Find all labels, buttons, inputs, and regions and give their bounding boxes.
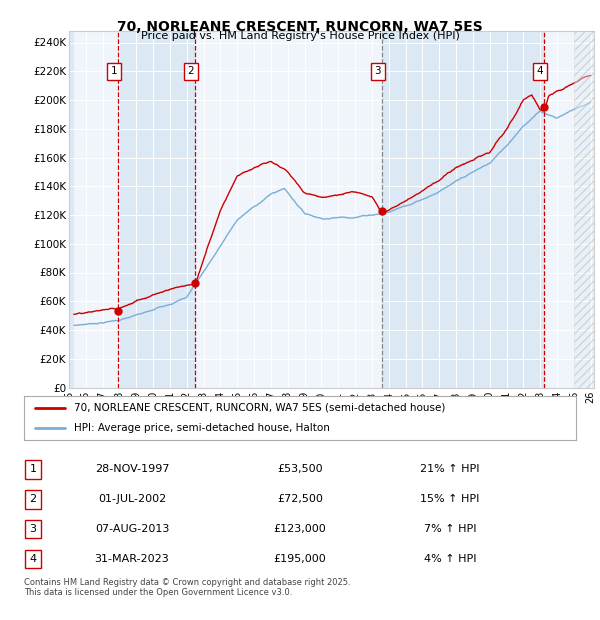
Bar — [195, 31, 382, 388]
Text: 70, NORLEANE CRESCENT, RUNCORN, WA7 5ES (semi-detached house): 70, NORLEANE CRESCENT, RUNCORN, WA7 5ES … — [74, 402, 445, 413]
Text: 2: 2 — [29, 494, 37, 504]
Bar — [574, 31, 594, 388]
Text: 15% ↑ HPI: 15% ↑ HPI — [421, 494, 479, 504]
Text: 1: 1 — [110, 66, 117, 76]
Text: 70, NORLEANE CRESCENT, RUNCORN, WA7 5ES: 70, NORLEANE CRESCENT, RUNCORN, WA7 5ES — [117, 20, 483, 34]
Bar — [382, 31, 544, 388]
Text: 28-NOV-1997: 28-NOV-1997 — [95, 464, 169, 474]
Text: Price paid vs. HM Land Registry's House Price Index (HPI): Price paid vs. HM Land Registry's House … — [140, 31, 460, 41]
Text: £123,000: £123,000 — [274, 525, 326, 534]
Text: 07-AUG-2013: 07-AUG-2013 — [95, 525, 169, 534]
Text: £53,500: £53,500 — [277, 464, 323, 474]
Text: 21% ↑ HPI: 21% ↑ HPI — [420, 464, 480, 474]
Text: 2: 2 — [188, 66, 194, 76]
Text: 3: 3 — [374, 66, 381, 76]
Text: 7% ↑ HPI: 7% ↑ HPI — [424, 525, 476, 534]
Text: 3: 3 — [29, 525, 37, 534]
Text: 4% ↑ HPI: 4% ↑ HPI — [424, 554, 476, 564]
Text: 4: 4 — [537, 66, 544, 76]
Bar — [74, 31, 118, 388]
Text: £195,000: £195,000 — [274, 554, 326, 564]
Text: Contains HM Land Registry data © Crown copyright and database right 2025.
This d: Contains HM Land Registry data © Crown c… — [24, 578, 350, 597]
Bar — [544, 31, 574, 388]
Bar — [118, 31, 195, 388]
Text: 01-JUL-2002: 01-JUL-2002 — [98, 494, 166, 504]
Text: 1: 1 — [29, 464, 37, 474]
Text: HPI: Average price, semi-detached house, Halton: HPI: Average price, semi-detached house,… — [74, 423, 329, 433]
Text: £72,500: £72,500 — [277, 494, 323, 504]
Text: 4: 4 — [29, 554, 37, 564]
Text: 31-MAR-2023: 31-MAR-2023 — [95, 554, 169, 564]
